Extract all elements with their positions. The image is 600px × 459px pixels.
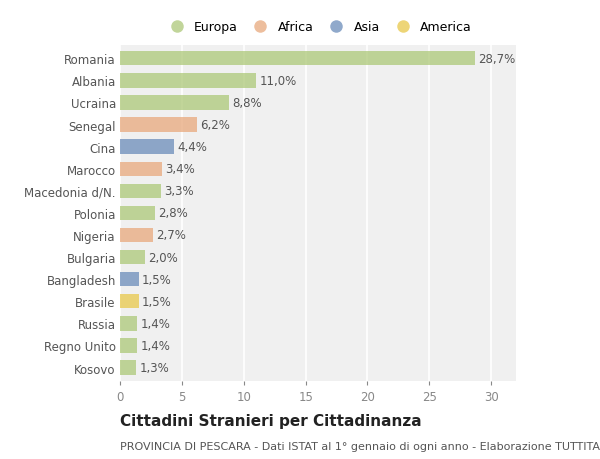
Text: Cittadini Stranieri per Cittadinanza: Cittadini Stranieri per Cittadinanza [120,413,422,428]
Bar [120,162,162,177]
Legend: Europa, Africa, Asia, America: Europa, Africa, Asia, America [161,19,475,37]
Text: 1,4%: 1,4% [140,339,170,352]
Text: 8,8%: 8,8% [232,97,262,110]
Text: 2,0%: 2,0% [148,251,178,264]
Bar [120,52,475,66]
Bar [120,250,145,265]
Bar [120,74,256,88]
Text: 2,7%: 2,7% [157,229,187,242]
Text: 1,5%: 1,5% [142,273,172,286]
Bar [120,206,155,221]
Bar [120,361,136,375]
Bar [120,228,154,243]
Bar [120,339,137,353]
Text: 3,3%: 3,3% [164,185,194,198]
Text: PROVINCIA DI PESCARA - Dati ISTAT al 1° gennaio di ogni anno - Elaborazione TUTT: PROVINCIA DI PESCARA - Dati ISTAT al 1° … [120,441,600,451]
Text: 28,7%: 28,7% [478,53,515,66]
Bar [120,317,137,331]
Text: 1,3%: 1,3% [139,361,169,374]
Bar [120,272,139,287]
Bar [120,118,197,133]
Bar [120,294,139,309]
Text: 3,4%: 3,4% [165,163,195,176]
Text: 1,4%: 1,4% [140,317,170,330]
Text: 4,4%: 4,4% [178,141,208,154]
Bar [120,184,161,199]
Bar [120,96,229,110]
Text: 1,5%: 1,5% [142,295,172,308]
Text: 2,8%: 2,8% [158,207,187,220]
Text: 6,2%: 6,2% [200,119,230,132]
Text: 11,0%: 11,0% [259,75,296,88]
Bar [120,140,175,155]
